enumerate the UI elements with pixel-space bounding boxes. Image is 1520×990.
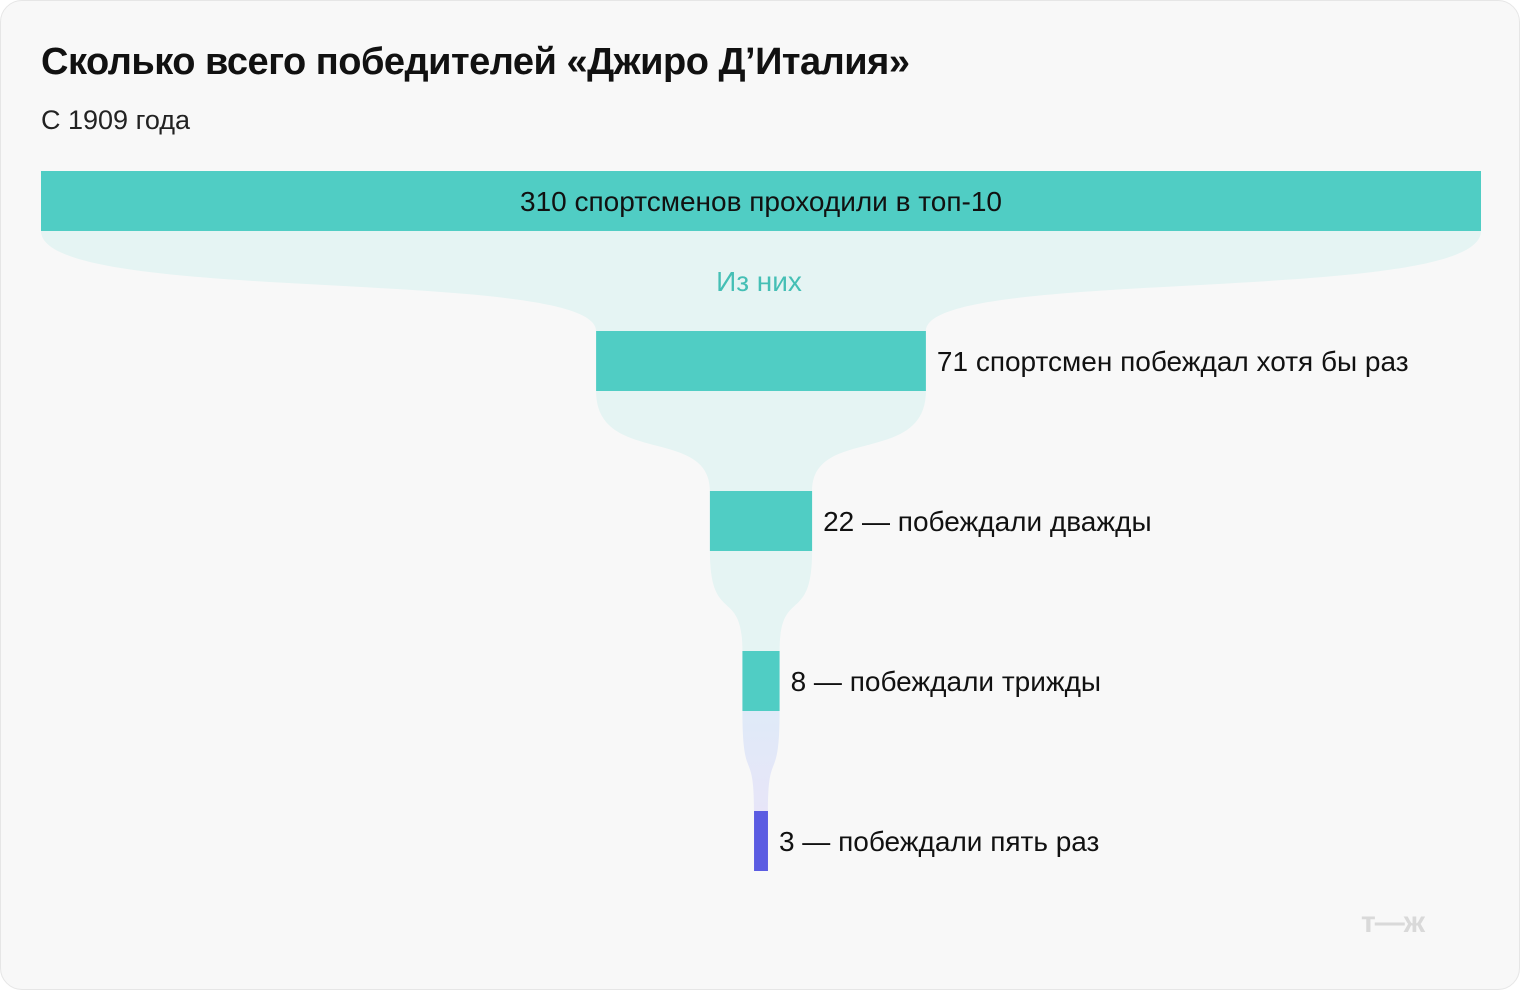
stage-label: 310 спортсменов проходили в топ-10	[520, 186, 1002, 217]
funnel-bar	[742, 651, 780, 711]
funnel-connector	[709, 551, 813, 651]
funnel-connector	[596, 391, 926, 491]
funnel-bar	[41, 171, 1481, 231]
funnel-connector	[742, 711, 780, 811]
funnel-bar	[709, 491, 813, 551]
logo: т—ж	[1361, 906, 1425, 939]
stage-label: 71 спортсмен побеждал хотя бы раз	[937, 346, 1409, 377]
funnel-bar	[754, 811, 768, 871]
stage-label: 22 — побеждали дважды	[823, 506, 1151, 537]
funnel-bar	[596, 331, 926, 391]
annotation-label: Из них	[716, 266, 802, 297]
chart-title: Сколько всего победителей «Джиро Д’Итали…	[41, 41, 910, 83]
stage-label: 8 — побеждали трижды	[791, 666, 1101, 697]
chart-subtitle: С 1909 года	[41, 105, 191, 135]
stage-label: 3 — побеждали пять раз	[779, 826, 1099, 857]
funnel-connector	[41, 231, 1481, 331]
